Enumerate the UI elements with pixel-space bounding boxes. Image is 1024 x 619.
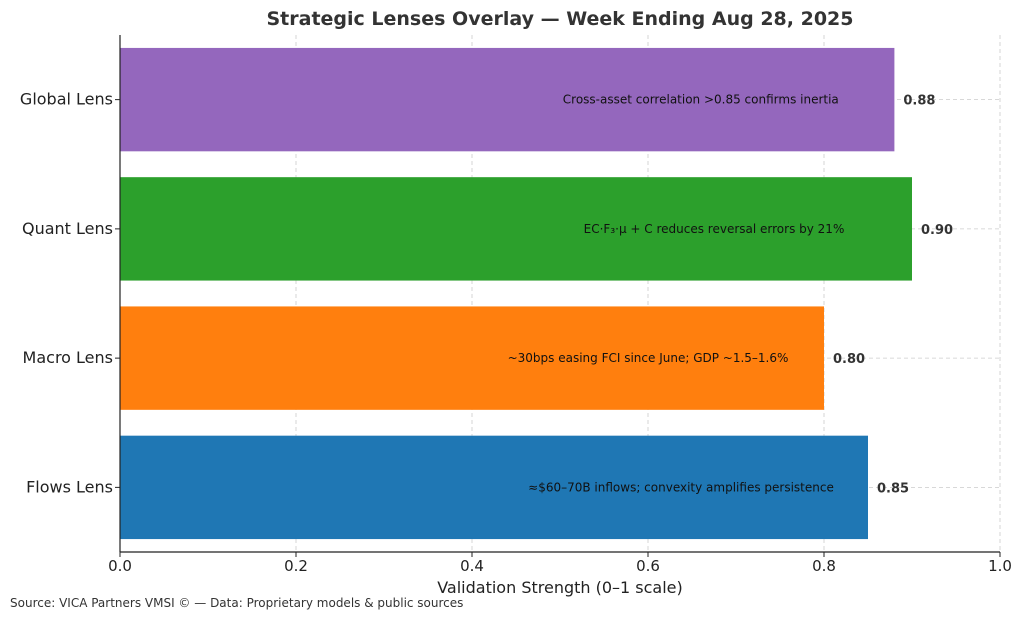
axes	[119, 35, 1000, 553]
bar	[120, 306, 824, 410]
bar	[120, 177, 912, 281]
bar	[120, 435, 868, 540]
x-tick-label: 0.8	[812, 557, 836, 575]
bar-annotation: Cross-asset correlation >0.85 confirms i…	[563, 93, 839, 107]
x-axis-label: Validation Strength (0–1 scale)	[437, 578, 683, 597]
y-tick-label: Flows Lens	[26, 477, 113, 496]
value-label: 0.88	[903, 94, 935, 109]
value-label: 0.85	[877, 481, 909, 496]
y-tick-label: Quant Lens	[22, 219, 113, 238]
y-tick-label: Global Lens	[20, 90, 113, 109]
x-tick-label: 1.0	[988, 557, 1012, 575]
x-tick-label: 0.4	[460, 557, 484, 575]
x-tick-label: 0.2	[284, 557, 308, 575]
bar-annotations: Cross-asset correlation >0.85 confirms i…	[508, 93, 845, 495]
bar-annotation: ~30bps easing FCI since June; GDP ~1.5–1…	[508, 351, 789, 365]
bar-annotation: EC·F₃·μ + C reduces reversal errors by 2…	[584, 222, 845, 236]
y-tick-label: Macro Lens	[23, 348, 113, 367]
value-label: 0.80	[833, 352, 865, 367]
x-ticks: 0.0 0.2 0.4 0.6 0.8 1.0	[108, 552, 1012, 575]
y-tick-labels: Global Lens Quant Lens Macro Lens Flows Len…	[20, 90, 120, 496]
bars	[120, 47, 912, 540]
bar	[120, 47, 895, 152]
value-labels: 0.88 0.90 0.80 0.85	[833, 94, 953, 497]
source-note: Source: VICA Partners VMSI © — Data: Pro…	[10, 596, 463, 610]
bar-annotation: ≈$60–70B inflows; convexity amplifies pe…	[528, 480, 834, 494]
chart-title: Strategic Lenses Overlay — Week Ending A…	[267, 8, 854, 30]
value-label: 0.90	[921, 223, 953, 238]
x-tick-label: 0.0	[108, 557, 132, 575]
x-tick-label: 0.6	[636, 557, 660, 575]
